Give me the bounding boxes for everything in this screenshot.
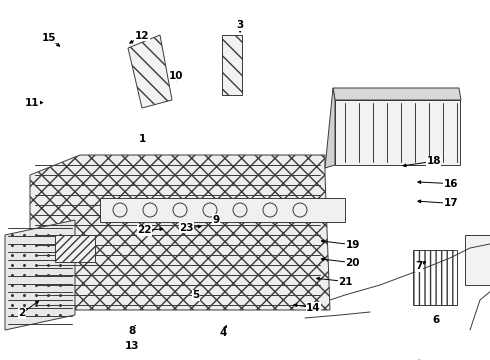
Polygon shape [333, 88, 461, 100]
Polygon shape [465, 235, 490, 285]
Polygon shape [55, 235, 95, 262]
Text: 17: 17 [443, 198, 458, 208]
Text: 12: 12 [135, 31, 149, 41]
Text: 22: 22 [137, 225, 152, 235]
Polygon shape [100, 198, 345, 222]
Text: 20: 20 [345, 258, 360, 268]
Text: 14: 14 [306, 303, 321, 313]
Text: 8: 8 [129, 326, 136, 336]
Text: 18: 18 [426, 156, 441, 166]
Text: 10: 10 [169, 71, 184, 81]
Text: 11: 11 [24, 98, 39, 108]
Text: 2: 2 [19, 308, 25, 318]
Text: 1: 1 [139, 134, 146, 144]
Text: 5: 5 [193, 290, 199, 300]
Text: 4: 4 [219, 328, 227, 338]
Polygon shape [413, 250, 457, 305]
Polygon shape [335, 100, 460, 165]
Text: 21: 21 [338, 276, 353, 287]
Polygon shape [5, 220, 75, 330]
Text: 15: 15 [42, 33, 56, 43]
Polygon shape [222, 35, 242, 95]
Text: 19: 19 [345, 240, 360, 250]
Text: 16: 16 [443, 179, 458, 189]
Polygon shape [325, 88, 335, 168]
Text: 6: 6 [433, 315, 440, 325]
Polygon shape [30, 155, 330, 310]
Text: 13: 13 [125, 341, 140, 351]
Text: 23: 23 [179, 222, 194, 233]
Text: 7: 7 [415, 261, 423, 271]
Polygon shape [128, 35, 172, 108]
Text: 3: 3 [237, 20, 244, 30]
Text: 9: 9 [212, 215, 219, 225]
